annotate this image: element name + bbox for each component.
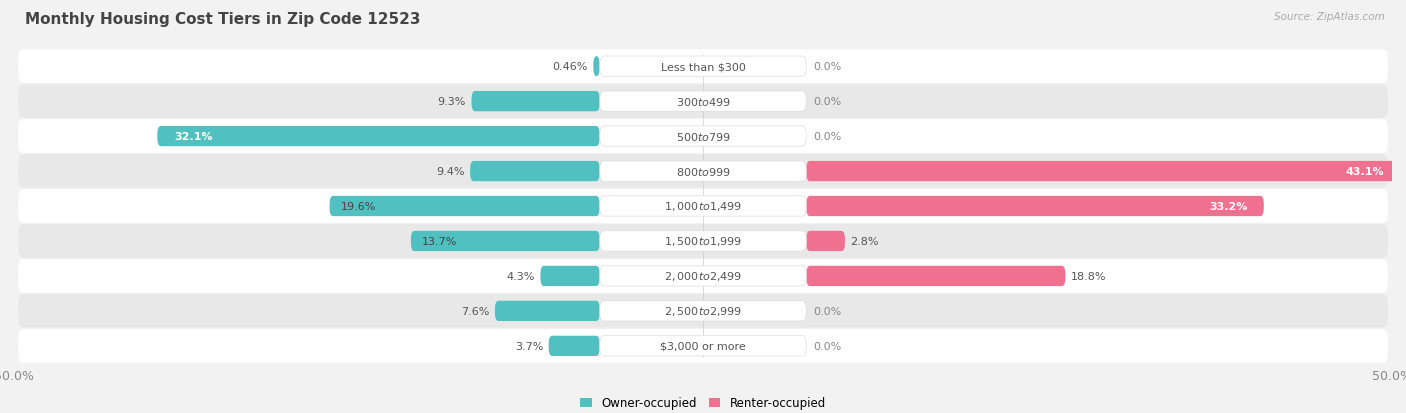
Text: 9.3%: 9.3% bbox=[437, 97, 465, 107]
Text: 0.0%: 0.0% bbox=[813, 341, 841, 351]
Text: 7.6%: 7.6% bbox=[461, 306, 489, 316]
FancyBboxPatch shape bbox=[18, 225, 1388, 258]
FancyBboxPatch shape bbox=[411, 231, 599, 252]
Text: 2.8%: 2.8% bbox=[851, 236, 879, 247]
FancyBboxPatch shape bbox=[599, 231, 807, 252]
FancyBboxPatch shape bbox=[18, 50, 1388, 84]
FancyBboxPatch shape bbox=[599, 92, 807, 112]
FancyBboxPatch shape bbox=[471, 92, 599, 112]
Text: 4.3%: 4.3% bbox=[506, 271, 534, 281]
FancyBboxPatch shape bbox=[470, 161, 599, 182]
FancyBboxPatch shape bbox=[807, 266, 1066, 286]
Text: $300 to $499: $300 to $499 bbox=[675, 96, 731, 108]
Text: $1,500 to $1,999: $1,500 to $1,999 bbox=[664, 235, 742, 248]
Text: $500 to $799: $500 to $799 bbox=[675, 131, 731, 143]
FancyBboxPatch shape bbox=[599, 197, 807, 216]
FancyBboxPatch shape bbox=[18, 329, 1388, 363]
FancyBboxPatch shape bbox=[599, 127, 807, 147]
FancyBboxPatch shape bbox=[18, 155, 1388, 188]
Text: $3,000 or more: $3,000 or more bbox=[661, 341, 745, 351]
FancyBboxPatch shape bbox=[807, 231, 845, 252]
Text: 0.46%: 0.46% bbox=[553, 62, 588, 72]
Text: 3.7%: 3.7% bbox=[515, 341, 543, 351]
Legend: Owner-occupied, Renter-occupied: Owner-occupied, Renter-occupied bbox=[575, 392, 831, 413]
FancyBboxPatch shape bbox=[495, 301, 599, 321]
Text: 32.1%: 32.1% bbox=[174, 132, 212, 142]
Text: $1,000 to $1,499: $1,000 to $1,499 bbox=[664, 200, 742, 213]
FancyBboxPatch shape bbox=[807, 161, 1400, 182]
FancyBboxPatch shape bbox=[807, 197, 1264, 216]
FancyBboxPatch shape bbox=[18, 190, 1388, 223]
Text: 0.0%: 0.0% bbox=[813, 132, 841, 142]
Text: 43.1%: 43.1% bbox=[1346, 166, 1384, 177]
Text: Source: ZipAtlas.com: Source: ZipAtlas.com bbox=[1274, 12, 1385, 22]
FancyBboxPatch shape bbox=[599, 336, 807, 356]
Text: $2,500 to $2,999: $2,500 to $2,999 bbox=[664, 305, 742, 318]
Text: 9.4%: 9.4% bbox=[436, 166, 464, 177]
FancyBboxPatch shape bbox=[599, 266, 807, 286]
FancyBboxPatch shape bbox=[18, 294, 1388, 328]
Text: 13.7%: 13.7% bbox=[422, 236, 457, 247]
FancyBboxPatch shape bbox=[599, 57, 807, 77]
FancyBboxPatch shape bbox=[18, 120, 1388, 154]
Text: 0.0%: 0.0% bbox=[813, 306, 841, 316]
FancyBboxPatch shape bbox=[599, 161, 807, 182]
FancyBboxPatch shape bbox=[157, 127, 599, 147]
FancyBboxPatch shape bbox=[548, 336, 599, 356]
Text: 19.6%: 19.6% bbox=[340, 202, 375, 211]
Text: $800 to $999: $800 to $999 bbox=[675, 166, 731, 178]
Text: Less than $300: Less than $300 bbox=[661, 62, 745, 72]
FancyBboxPatch shape bbox=[18, 259, 1388, 293]
Text: 0.0%: 0.0% bbox=[813, 62, 841, 72]
Text: 33.2%: 33.2% bbox=[1209, 202, 1247, 211]
FancyBboxPatch shape bbox=[593, 57, 599, 77]
Text: 18.8%: 18.8% bbox=[1071, 271, 1107, 281]
FancyBboxPatch shape bbox=[599, 301, 807, 321]
Text: 0.0%: 0.0% bbox=[813, 97, 841, 107]
FancyBboxPatch shape bbox=[329, 197, 599, 216]
FancyBboxPatch shape bbox=[540, 266, 599, 286]
FancyBboxPatch shape bbox=[18, 85, 1388, 119]
Text: Monthly Housing Cost Tiers in Zip Code 12523: Monthly Housing Cost Tiers in Zip Code 1… bbox=[25, 12, 420, 27]
Text: $2,000 to $2,499: $2,000 to $2,499 bbox=[664, 270, 742, 283]
